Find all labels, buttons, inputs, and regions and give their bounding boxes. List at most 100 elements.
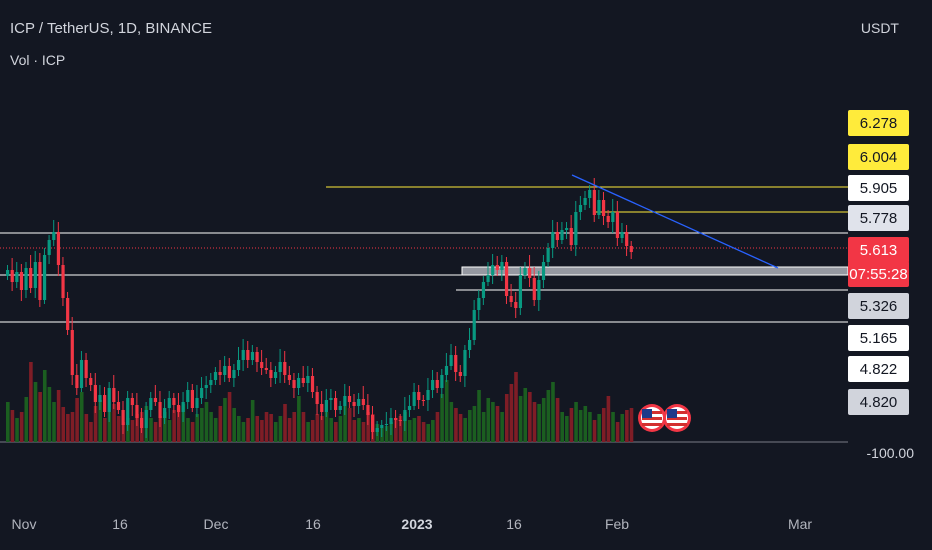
candle [241,339,245,371]
candle-body [597,200,601,215]
candle [264,358,268,374]
volume-bar [384,426,389,442]
candle-body [444,366,449,375]
candle-body [135,405,139,418]
candle [79,351,84,392]
candle [29,255,33,293]
volume-bar [551,382,555,442]
candle-body [629,246,633,252]
us-flag-icon[interactable] [637,400,667,436]
candle [518,267,523,315]
volume-bar [297,396,301,442]
candle [47,235,51,264]
volume-bar [195,414,200,442]
volume-bar [310,420,315,442]
candle-body [555,232,559,240]
volume-bar [10,410,15,442]
candle [528,255,532,287]
candle-body [551,232,555,248]
candle [66,292,70,335]
candle-body [403,410,407,421]
volume-bar [574,402,578,442]
candle-body [301,378,305,383]
volume-bar [528,392,532,442]
volume-bar [588,412,592,442]
chart-title: ICP / TetherUS, 1D, BINANCE [10,20,213,37]
volume-bar [454,408,458,442]
candle-body [278,362,282,372]
volume-bar [407,420,412,442]
candle-body [232,370,236,378]
volume-bar [583,406,588,442]
x-tick-label: 16 [506,516,522,532]
us-flag-icon[interactable] [662,400,692,436]
candle [232,364,236,387]
volume-bar [491,402,495,442]
volume-bar [523,388,528,442]
candle-body [10,270,14,282]
volume-bar [283,404,287,442]
candle-body [56,232,61,265]
currency-label: USDT [860,20,899,36]
x-tick-label: Mar [787,516,813,532]
candle [357,393,361,414]
candle [103,387,107,417]
candle [500,255,504,281]
candle [306,366,310,392]
volume-bar [394,418,398,442]
candle-body [19,272,24,290]
candle [352,394,356,417]
volume-bar [500,412,504,442]
candle [204,376,208,399]
volume-bar [33,382,38,442]
candle [440,369,444,398]
candle-body [329,398,333,400]
candle-body [384,424,389,425]
volume-bar [47,387,52,442]
candle [167,391,171,419]
candle-body [47,240,51,255]
volume-bar [352,420,357,442]
price-label: 07:55:28 [848,261,909,287]
candle-body [29,268,33,288]
candle-body [504,262,509,296]
volume-bar [149,418,153,442]
candle-body [130,398,134,405]
volume-bar [292,412,297,442]
candle [606,210,610,228]
volume-bar [472,406,477,442]
candle [38,253,42,307]
volume-bar [620,414,625,442]
candle [472,300,476,345]
candle-body [394,418,398,420]
candle [504,257,509,304]
candle-body [116,402,121,410]
volume-bar [357,418,361,442]
volume-bar [625,410,629,442]
volume-bar [52,402,56,442]
candle [523,262,527,279]
volume-bar [565,416,569,442]
candle-body [357,399,361,406]
price-label: 6.004 [848,144,909,170]
candle-body [370,415,375,432]
volume-bar [190,422,195,442]
candle [454,346,458,381]
candle [10,258,14,291]
candle [583,191,587,210]
candle [565,222,569,239]
price-label: 6.278 [848,110,909,136]
candle [269,362,273,387]
candle-body [588,190,592,198]
candle [227,358,231,382]
candle-body [468,340,472,350]
volume-bar [227,392,232,442]
candle [209,373,213,393]
volume-bar [366,412,370,442]
volume-bar [181,404,186,442]
candle [615,201,620,246]
volume-bar [477,390,481,442]
candle [139,408,144,433]
candle [107,382,111,422]
